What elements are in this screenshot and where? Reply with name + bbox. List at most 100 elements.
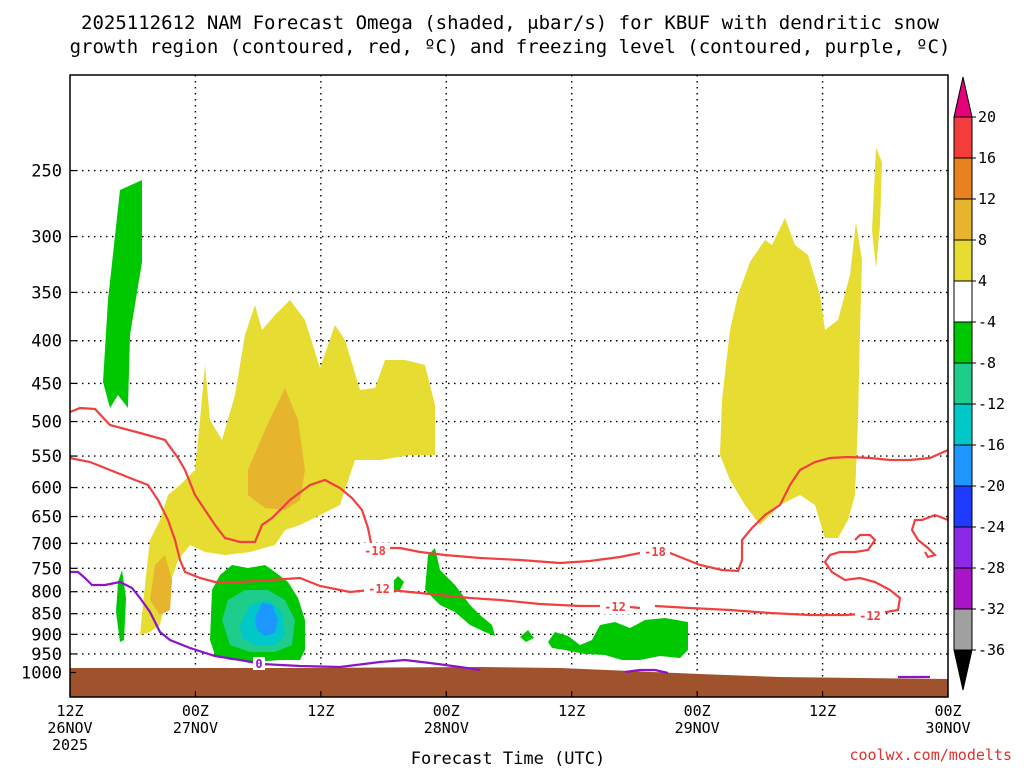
omega-region-green-7 [548,618,688,660]
temperature-contours [69,406,949,679]
x-tick-label: 00Z [182,702,209,720]
colorbar-label: -8 [978,354,996,372]
colorbar-swatch [953,280,973,323]
x-tick-label: 12Z [56,702,83,720]
colorbar-swatch [953,444,973,487]
y-tick-label: 300 [31,228,62,248]
omega-region-green-5 [425,548,495,636]
y-axis: 2503003504004505005506006507007508008509… [21,162,76,684]
y-tick-label: 950 [31,645,62,665]
colorbar-label: -28 [978,559,1005,577]
contour-label-zero: 0 [255,657,262,671]
y-tick-label: 600 [31,479,62,499]
x-axis-label: Forecast Time (UTC) [411,749,605,768]
y-gridlines [70,169,948,655]
colorbar-swatch [953,403,973,446]
y-tick-label: 800 [31,583,62,603]
colorbar-swatch [953,608,973,651]
contour-minus12-lower [654,533,902,617]
omega-region-orange-2 [150,555,172,615]
colorbar-label: -4 [978,313,996,331]
x-tick-label: 27NOV [173,719,218,737]
y-tick-label: 650 [31,508,62,528]
x-tick-label: 12Z [809,702,836,720]
chart-title-line1: 2025112612 NAM Forecast Omega (shaded, μ… [81,12,939,34]
credit-text: coolwx.com/modelts [849,746,1012,764]
y-tick-label: 500 [31,413,62,433]
colorbar-label: 8 [978,231,987,249]
contour-label-bg [364,581,394,596]
contour-label-minus18-a: -18 [364,544,386,558]
contour-label-bg [253,657,265,670]
colorbar-swatch [953,198,973,241]
y-tick-label: 1000 [21,664,62,684]
colorbar-swatch [953,526,973,569]
contour-label-minus12-a: -12 [368,582,390,596]
omega-region-blue-1 [255,603,278,636]
x-tick-label: 12Z [558,702,585,720]
y-tick-label: 400 [31,332,62,352]
omega-region-yellow-3 [872,148,882,268]
colorbar-swatch [953,567,973,610]
colorbar-swatch [953,362,973,405]
colorbar: 20 16 12 8 4 -4 -8 -12 -16 -20 -24 -28 -32 -36 [953,76,1005,691]
colorbar-swatch [953,485,973,528]
y-tick-label: 550 [31,447,62,467]
colorbar-bottom-arrow [953,649,973,691]
colorbar-label: -20 [978,477,1005,495]
x-tick-label: 2025 [52,736,88,754]
colorbar-label: -24 [978,518,1005,536]
omega-region-green-2 [116,570,126,642]
contour-label-bg [600,599,630,614]
colorbar-swatch [953,157,973,200]
x-tick-label: 00Z [433,702,460,720]
x-tick-label: 12Z [307,702,334,720]
contour-minus18-left-upper [69,406,374,549]
colorbar-label: -16 [978,436,1005,454]
colorbar-label: -12 [978,395,1005,413]
colorbar-label: 20 [978,108,996,126]
colorbar-label: 4 [978,272,987,290]
y-tick-label: 900 [31,625,62,645]
contour-labels: -18 -18 -12 -12 -12 0 [253,543,885,671]
contour-label-minus12-b: -12 [604,600,626,614]
y-tick-label: 350 [31,283,62,303]
colorbar-swatch [953,321,973,364]
colorbar-label: -36 [978,641,1005,659]
x-tick-label: 28NOV [424,719,469,737]
y-tick-label: 750 [31,559,62,579]
colorbar-label: 16 [978,149,996,167]
colorbar-swatch [953,116,973,159]
contour-minus12-right [910,513,949,559]
contour-label-minus12-c: -12 [859,609,881,623]
contour-label-minus18-b: -18 [644,545,666,559]
contour-minus18-left-lower [69,456,641,610]
colorbar-label: -32 [978,600,1005,618]
colorbar-swatch [953,239,973,282]
contour-label-bg [360,543,390,558]
colorbar-label: 12 [978,190,996,208]
contour-minus18-mid [388,448,949,573]
omega-region-orange-1 [248,388,305,510]
omega-region-green-1 [103,180,142,408]
y-tick-label: 250 [31,162,62,182]
y-tick-label: 850 [31,605,62,625]
x-tick-label: 30NOV [925,719,970,737]
x-tick-label: 26NOV [47,719,92,737]
plot-frame [69,74,949,698]
chart-title-line2: growth region (contoured, red, ºC) and f… [70,36,951,58]
y-tick-label: 700 [31,534,62,554]
colorbar-top-arrow [953,76,973,118]
x-tick-label: 00Z [684,702,711,720]
contour-label-bg [640,544,670,559]
y-tick-label: 450 [31,374,62,394]
omega-region-green-6 [520,630,534,642]
ground-surface [70,667,948,697]
contour-label-bg [855,608,885,623]
contour-freezing-level-right [624,668,669,675]
x-tick-label: 00Z [934,702,961,720]
contour-freezing-level [70,570,481,672]
x-tick-label: 29NOV [675,719,720,737]
